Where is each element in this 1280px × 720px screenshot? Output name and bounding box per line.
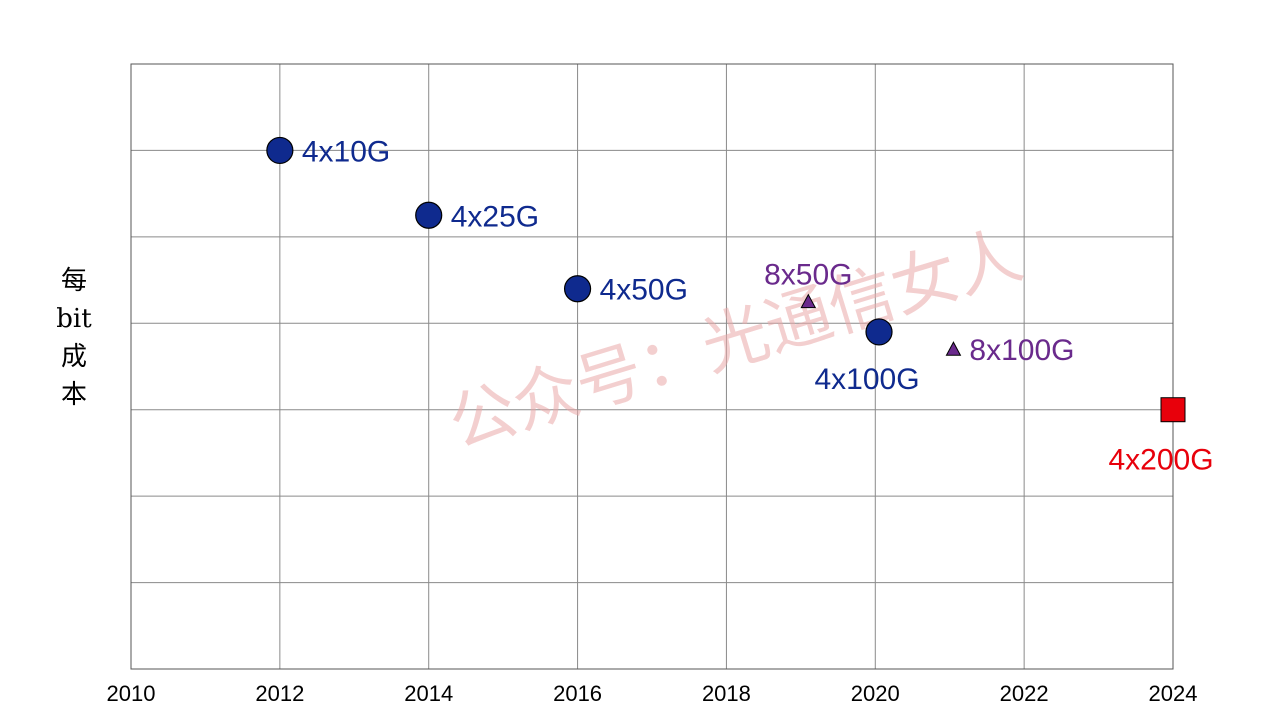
- x-tick-label: 2018: [702, 681, 751, 706]
- data-points: 4x10G 4x25G 4x50G 8x50G 4x100G 8x100G 4x200G: [266, 135, 1214, 477]
- x-tick-label: 2012: [255, 681, 304, 706]
- x-tick-label: 2014: [404, 681, 453, 706]
- plot-grid: [130, 63, 1174, 670]
- data-point-label: 4x10G: [302, 135, 390, 168]
- y-axis-label-line: 本: [60, 380, 87, 410]
- watermark-text: 公众号：光通信女人: [440, 216, 1031, 463]
- watermark-layer: 公众号：光通信女人: [440, 216, 1031, 463]
- data-point-label: 8x50G: [764, 259, 852, 292]
- data-point-label: 4x25G: [451, 200, 539, 233]
- data-point-circle: [865, 318, 893, 346]
- data-point-label: 4x100G: [814, 363, 919, 396]
- data-point-triangle: [800, 293, 817, 309]
- y-axis-label-line: bit: [56, 304, 92, 334]
- data-point-circle: [415, 201, 443, 229]
- data-point-label: 4x200G: [1108, 444, 1213, 477]
- plot-frame: [130, 63, 1174, 670]
- y-axis-label: 每 bit 成 本: [44, 262, 104, 414]
- data-point-circle: [266, 136, 294, 165]
- x-tick-label: 2022: [1000, 681, 1049, 706]
- data-point-triangle: [945, 341, 962, 356]
- x-tick-label: 2024: [1149, 681, 1198, 706]
- x-tick-label: 2010: [107, 681, 156, 706]
- data-point-circle: [563, 275, 592, 303]
- y-axis-label-line: 成: [60, 342, 87, 372]
- x-tick-label: 2016: [553, 681, 602, 706]
- y-axis-label-line: 每: [60, 266, 87, 296]
- x-axis-ticks: 2010 2012 2014 2016 2018 2020 2022 2024: [107, 681, 1198, 706]
- data-point-label: 4x50G: [600, 274, 688, 307]
- data-point-label: 8x100G: [969, 334, 1074, 367]
- data-point-square: [1160, 397, 1186, 423]
- x-tick-label: 2020: [851, 681, 900, 706]
